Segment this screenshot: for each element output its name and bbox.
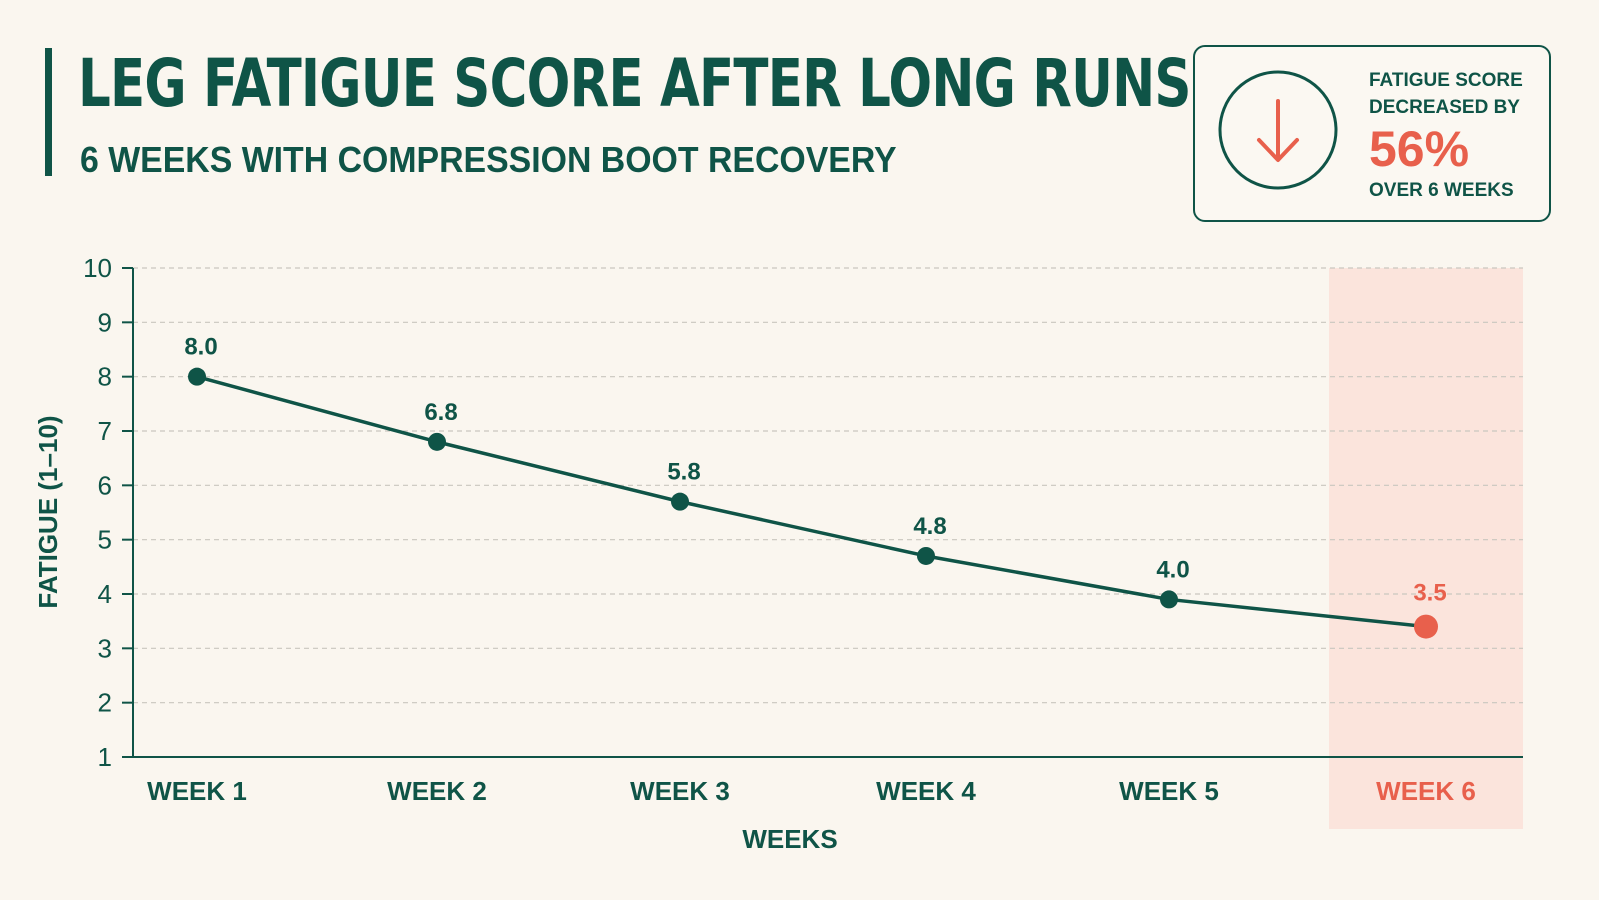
callout-line-2: DECREASED BY xyxy=(1369,97,1520,118)
y-tick-label: 9 xyxy=(98,307,112,337)
highlight-band xyxy=(1329,268,1523,829)
data-point xyxy=(1414,614,1438,639)
x-tick-label: WEEK 1 xyxy=(147,776,247,806)
data-label: 4.8 xyxy=(913,513,946,540)
data-label: 4.0 xyxy=(1156,556,1189,583)
title-accent-bar xyxy=(45,48,52,176)
y-tick-label: 6 xyxy=(98,470,112,500)
data-label: 6.8 xyxy=(424,399,457,426)
x-tick-label: WEEK 6 xyxy=(1376,776,1476,806)
arrow-down-icon xyxy=(1218,70,1338,190)
y-axis-ticks: 1 2 3 4 5 6 7 8 9 10 xyxy=(83,253,133,772)
gridlines xyxy=(133,267,1523,704)
y-tick-label: 5 xyxy=(98,525,112,555)
y-tick-label: 10 xyxy=(83,253,112,283)
x-tick-label: WEEK 3 xyxy=(630,776,730,806)
summary-callout: FATIGUE SCORE DECREASED BY 56% OVER 6 WE… xyxy=(1193,45,1551,222)
x-axis-label: WEEKS xyxy=(742,824,837,854)
data-label: 5.8 xyxy=(667,459,700,486)
data-points xyxy=(188,367,1438,639)
data-point xyxy=(188,367,206,386)
data-point xyxy=(1160,590,1178,609)
y-axis-label: FATIGUE (1–10) xyxy=(33,415,63,608)
y-tick-label: 3 xyxy=(98,633,112,663)
callout-line-3: OVER 6 WEEKS xyxy=(1369,180,1514,201)
chart-title: LEG FATIGUE SCORE AFTER LONG RUNS: xyxy=(78,45,1211,122)
data-labels: 8.0 6.8 5.8 4.8 4.0 3.5 xyxy=(184,334,1446,607)
x-axis-ticks: WEEK 1 WEEK 2 WEEK 3 WEEK 4 WEEK 5 WEEK 6 xyxy=(147,776,1476,806)
y-tick-label: 4 xyxy=(98,579,112,609)
callout-line-1: FATIGUE SCORE xyxy=(1369,70,1523,91)
y-tick-label: 8 xyxy=(98,362,112,392)
y-tick-label: 2 xyxy=(98,688,112,718)
data-point xyxy=(428,432,446,451)
data-label: 8.0 xyxy=(184,334,217,361)
callout-text: FATIGUE SCORE DECREASED BY 56% OVER 6 WE… xyxy=(1369,67,1523,204)
axes xyxy=(132,268,1523,758)
x-tick-label: WEEK 5 xyxy=(1119,776,1219,806)
series-line xyxy=(196,374,1427,629)
series-line-path xyxy=(196,374,1427,629)
x-tick-label: WEEK 2 xyxy=(387,776,487,806)
x-tick-label: WEEK 4 xyxy=(876,776,976,806)
data-point xyxy=(671,492,689,511)
callout-percentage: 56% xyxy=(1369,121,1470,177)
data-point xyxy=(917,546,935,565)
y-tick-label: 1 xyxy=(98,742,112,772)
data-label: 3.5 xyxy=(1413,580,1446,607)
y-tick-label: 7 xyxy=(98,416,112,446)
chart-subtitle: 6 WEEKS WITH COMPRESSION BOOT RECOVERY xyxy=(80,139,897,180)
